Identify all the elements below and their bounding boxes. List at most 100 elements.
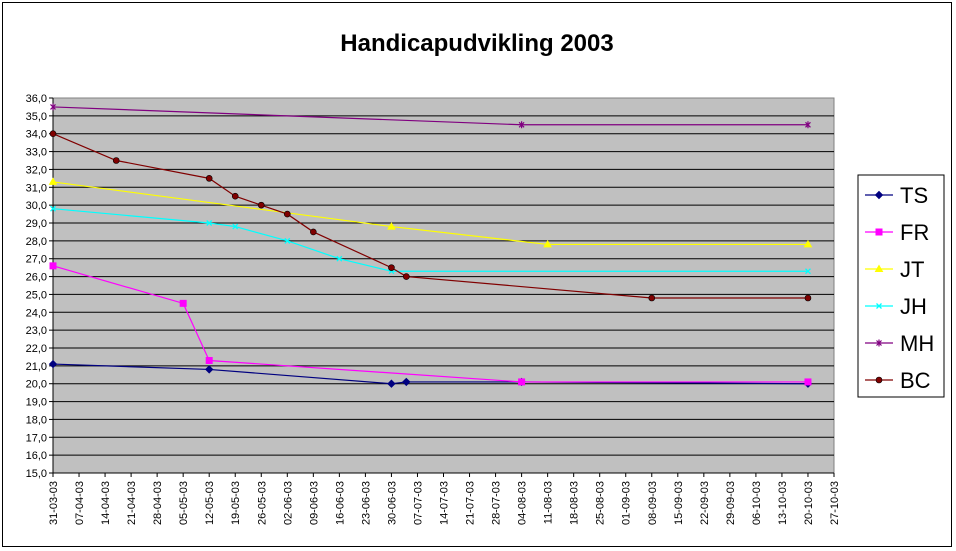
data-point: [232, 223, 239, 230]
x-tick-label: 21-07-03: [465, 481, 477, 525]
data-point: [48, 359, 58, 369]
y-tick-label: 21,0: [26, 361, 47, 373]
data-point: [518, 378, 526, 386]
x-tick-label: 28-04-03: [152, 481, 164, 525]
x-tick-label: 11-08-03: [543, 481, 555, 524]
legend-label: JH: [900, 294, 927, 319]
data-point: [648, 294, 656, 302]
data-point: [388, 264, 395, 271]
data-point: [257, 201, 265, 209]
x-tick-label: 22-09-03: [699, 481, 711, 525]
x-tick-label: 02-06-03: [282, 481, 294, 525]
legend-item-fr: FR: [865, 220, 929, 245]
legend-marker: [876, 303, 882, 309]
x-tick-label: 13-10-03: [777, 481, 789, 525]
x-tick-label: 23-06-03: [360, 481, 372, 525]
legend-marker: [875, 376, 883, 384]
data-point: [804, 378, 812, 386]
data-point: [336, 255, 343, 262]
legend-label: TS: [900, 183, 928, 208]
legend-marker: [875, 228, 883, 236]
data-point: [803, 239, 813, 248]
data-point: [804, 294, 812, 302]
y-tick-label: 19,0: [26, 397, 47, 409]
gridlines: [53, 115, 834, 456]
legend-label: BC: [900, 368, 931, 393]
data-point: [283, 210, 291, 218]
x-tick-label: 15-09-03: [673, 481, 685, 525]
data-point: [112, 157, 120, 164]
y-tick-label: 20,0: [26, 379, 47, 391]
legend-marker: [874, 264, 884, 272]
x-tick-label: 31-03-03: [48, 481, 60, 525]
legend-item-ts: TS: [865, 183, 928, 208]
data-point: [805, 121, 811, 129]
data-point: [48, 177, 58, 185]
legend-item-jt: JT: [865, 257, 924, 282]
x-tick-label: 16-06-03: [334, 481, 346, 525]
legend-item-jh: JH: [865, 294, 927, 319]
y-tick-label: 35,0: [26, 111, 47, 123]
data-point: [205, 357, 213, 364]
data-point: [310, 228, 317, 236]
chart-title: Handicapudvikling 2003: [340, 30, 613, 57]
y-tick-label: 17,0: [26, 432, 47, 444]
data-point: [231, 192, 239, 200]
x-tick-label: 21-04-03: [126, 481, 138, 525]
data-point: [403, 273, 410, 280]
data-point: [49, 262, 57, 270]
x-tick-label: 07-07-03: [412, 481, 424, 525]
y-tick-label: 31,0: [26, 182, 47, 194]
y-tick-label: 16,0: [26, 450, 47, 462]
y-tick-label: 34,0: [26, 129, 47, 141]
y-tick-label: 15,0: [26, 468, 47, 480]
legend-item-bc: BC: [865, 368, 931, 393]
x-tick-label: 12-05-03: [204, 481, 216, 525]
series-jh: [50, 205, 811, 275]
x-tick-label: 19-05-03: [230, 481, 242, 525]
y-tick-label: 32,0: [26, 164, 47, 176]
data-point: [205, 175, 213, 182]
y-tick-label: 30,0: [26, 200, 47, 212]
legend-label: JT: [900, 257, 924, 282]
x-tick-label: 25-08-03: [595, 481, 607, 525]
data-point: [805, 268, 811, 275]
y-axis: 15,0 16,0 17,0 18,0 19,0 20,0 21,0 22,0 23,0 24,0…: [26, 93, 54, 480]
y-tick-label: 22,0: [26, 343, 47, 355]
legend: TS FR JT JH MH BC: [857, 174, 945, 398]
y-tick-label: 33,0: [26, 147, 47, 159]
data-point: [179, 299, 187, 307]
legend-items: TS FR JT JH MH BC: [865, 183, 934, 393]
legend-marker: [876, 339, 882, 347]
x-tick-label: 08-09-03: [647, 481, 659, 525]
series-layer: [48, 103, 813, 388]
legend-label: FR: [900, 220, 929, 245]
series-fr: [49, 262, 812, 386]
y-tick-label: 36,0: [26, 93, 47, 105]
x-axis: 31-03-03 07-04-03 14-04-03 21-04-03 28-04-03…: [48, 472, 841, 525]
series-bc: [49, 130, 812, 302]
legend-item-mh: MH: [865, 331, 934, 356]
x-tick-label: 29-09-03: [725, 481, 737, 525]
data-point: [387, 379, 396, 388]
y-tick-label: 26,0: [26, 272, 47, 284]
y-tick-label: 18,0: [26, 414, 47, 426]
y-tick-label: 27,0: [26, 254, 47, 266]
y-tick-label: 29,0: [26, 218, 47, 230]
y-tick-label: 28,0: [26, 236, 47, 248]
x-tick-label: 07-04-03: [74, 481, 86, 525]
x-tick-label: 14-04-03: [100, 481, 112, 525]
data-point: [518, 121, 525, 129]
series-mh: [50, 103, 811, 129]
legend-label: MH: [900, 331, 934, 356]
data-point: [543, 239, 553, 248]
series-line: [52, 181, 808, 246]
data-point: [50, 205, 56, 212]
data-point: [50, 103, 56, 111]
x-tick-label: 06-10-03: [751, 481, 763, 525]
data-point: [49, 130, 57, 138]
x-tick-label: 30-06-03: [386, 481, 398, 525]
data-point: [284, 237, 291, 244]
legend-box: [857, 174, 945, 398]
